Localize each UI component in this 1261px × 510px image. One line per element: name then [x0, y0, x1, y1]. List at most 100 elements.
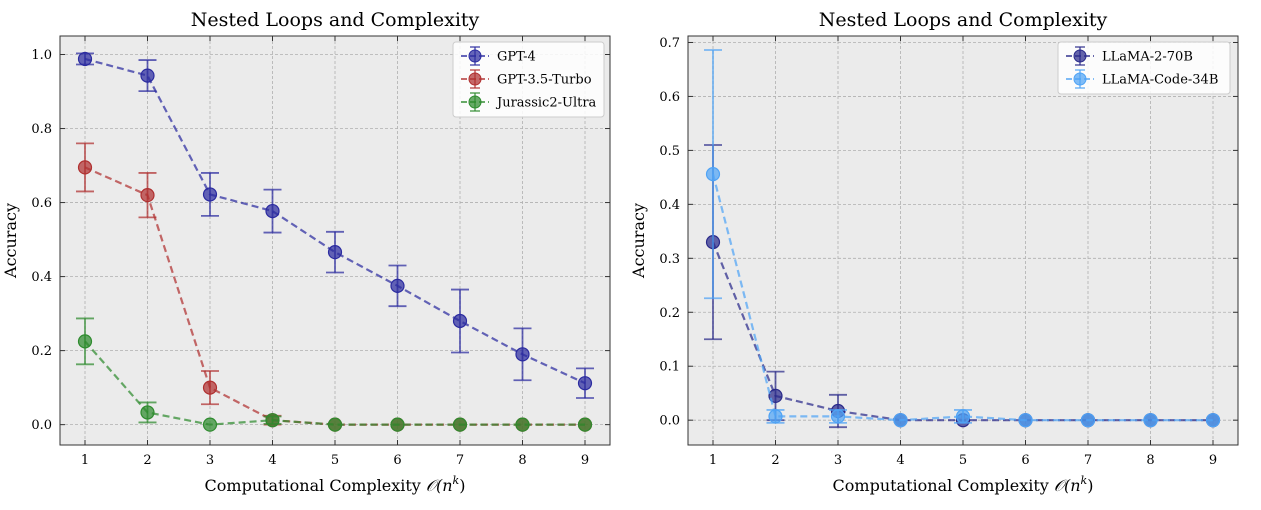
data-point — [77, 160, 93, 175]
x-tick-label: 9 — [1209, 453, 1217, 468]
x-axis-label-close: ) — [459, 476, 465, 495]
data-point — [202, 380, 218, 395]
x-tick-label: 8 — [1146, 453, 1154, 468]
legend: LLaMA-2-70B LLaMA-Code-34B — [1057, 41, 1231, 95]
x-tick-label: 1 — [81, 453, 89, 468]
data-point — [327, 245, 343, 260]
legend-marker — [1073, 72, 1087, 86]
x-axis-label: Computational Complexity 𝒪(nk) — [205, 474, 466, 495]
data-point — [77, 334, 93, 349]
x-axis-label-close: ) — [1087, 476, 1093, 495]
y-tick-label: 0.1 — [659, 360, 680, 375]
data-point — [265, 203, 280, 219]
chart-title: Nested Loops and Complexity — [191, 9, 480, 31]
x-tick-label: 8 — [518, 453, 526, 468]
legend-box — [1057, 41, 1231, 95]
y-tick-label: 0.4 — [659, 198, 680, 213]
data-point — [452, 313, 468, 329]
x-tick-label: 7 — [456, 453, 464, 468]
legend-label: GPT-4 — [497, 50, 536, 65]
y-tick-label: 0.8 — [31, 122, 52, 137]
data-point — [327, 417, 343, 432]
y-tick-label: 0.0 — [659, 414, 680, 429]
data-point — [768, 388, 783, 403]
y-tick-label: 0.3 — [659, 252, 680, 267]
x-axis-label-math: 𝒪(n — [1054, 476, 1081, 495]
data-point — [705, 167, 721, 182]
x-tick-label: 5 — [959, 453, 967, 468]
data-point — [830, 409, 846, 424]
legend-label: GPT-3.5-Turbo — [497, 73, 592, 88]
data-point — [202, 417, 218, 432]
data-point — [515, 347, 530, 362]
x-tick-label: 7 — [1084, 453, 1092, 468]
x-tick-label: 2 — [143, 453, 151, 468]
data-point — [955, 409, 971, 424]
legend-marker — [1073, 49, 1087, 63]
x-axis-label: Computational Complexity 𝒪(nk) — [833, 474, 1094, 495]
data-point — [140, 405, 155, 420]
data-point — [140, 188, 155, 203]
chart-panel-2: 1 2 3 4 5 6 7 8 9 0.0 0.1 0.2 0.3 0.4 0.5 0.6 0.7 Nested … — [629, 9, 1239, 495]
series-line — [84, 57, 586, 385]
legend-label: LLaMA-Code-34B — [1102, 73, 1218, 88]
data-point — [452, 417, 468, 432]
x-axis-label-sup: k — [453, 474, 460, 487]
x-tick-label: 2 — [771, 453, 779, 468]
data-point — [202, 187, 218, 202]
series-LLaMA-Code-34B — [704, 49, 1221, 428]
x-axis-label-text: Computational Complexity — [833, 476, 1054, 495]
y-axis-label: Accuracy — [629, 203, 648, 279]
x-tick-label: 5 — [331, 453, 339, 468]
x-tick-label: 4 — [896, 453, 904, 468]
legend-marker — [468, 72, 482, 86]
series-GPT-4 — [76, 51, 594, 399]
data-point — [390, 417, 405, 432]
data-point — [77, 51, 93, 67]
chart-panel-1: 1 2 3 4 5 6 7 8 9 0.0 0.2 0.4 0.6 0.8 1.0 Nested Loops … — [1, 9, 611, 495]
data-point — [577, 417, 593, 432]
x-tick-label: 1 — [709, 453, 717, 468]
x-axis-label-sup: k — [1081, 474, 1088, 487]
legend-label: Jurassic2-Ultra — [495, 96, 597, 111]
y-tick-label: 0.6 — [31, 196, 52, 211]
data-point — [893, 413, 908, 428]
x-tick-label: 6 — [1021, 453, 1029, 468]
x-axis-label-text: Computational Complexity — [205, 476, 426, 495]
x-tick-label: 3 — [206, 453, 214, 468]
y-tick-label: 0.2 — [31, 344, 52, 359]
y-tick-label: 0.7 — [659, 36, 680, 51]
y-axis-label: Accuracy — [1, 203, 20, 279]
series-Jurassic2-Ultra — [76, 317, 593, 432]
legend-label: LLaMA-2-70B — [1102, 50, 1193, 65]
data-point — [1205, 413, 1221, 428]
data-point — [1080, 413, 1096, 428]
data-point — [577, 376, 593, 391]
data-point — [140, 68, 155, 83]
legend-marker — [468, 49, 482, 63]
series-line — [84, 166, 585, 426]
x-tick-label: 4 — [268, 453, 276, 468]
data-point — [390, 278, 405, 293]
x-tick-label: 6 — [393, 453, 401, 468]
y-tick-label: 0.0 — [31, 418, 52, 433]
y-tick-label: 0.5 — [659, 144, 680, 159]
y-tick-label: 0.6 — [659, 90, 680, 105]
legend-box — [452, 41, 605, 118]
data-point — [265, 413, 280, 428]
legend: GPT-4 GPT-3.5-Turbo Jurassic2-Ultra — [452, 41, 605, 118]
y-tick-label: 0.2 — [659, 306, 680, 321]
data-point — [515, 417, 530, 432]
y-tick-label: 1.0 — [31, 48, 52, 63]
x-axis-label-math: 𝒪(n — [426, 476, 453, 495]
series-line — [84, 340, 585, 426]
chart-title: Nested Loops and Complexity — [819, 9, 1108, 31]
x-tick-label: 3 — [834, 453, 842, 468]
data-point — [1143, 413, 1158, 428]
x-tick-label: 9 — [581, 453, 589, 468]
data-point — [1018, 413, 1033, 428]
data-point — [768, 409, 783, 424]
legend-marker — [468, 95, 482, 109]
y-tick-label: 0.4 — [31, 270, 52, 285]
